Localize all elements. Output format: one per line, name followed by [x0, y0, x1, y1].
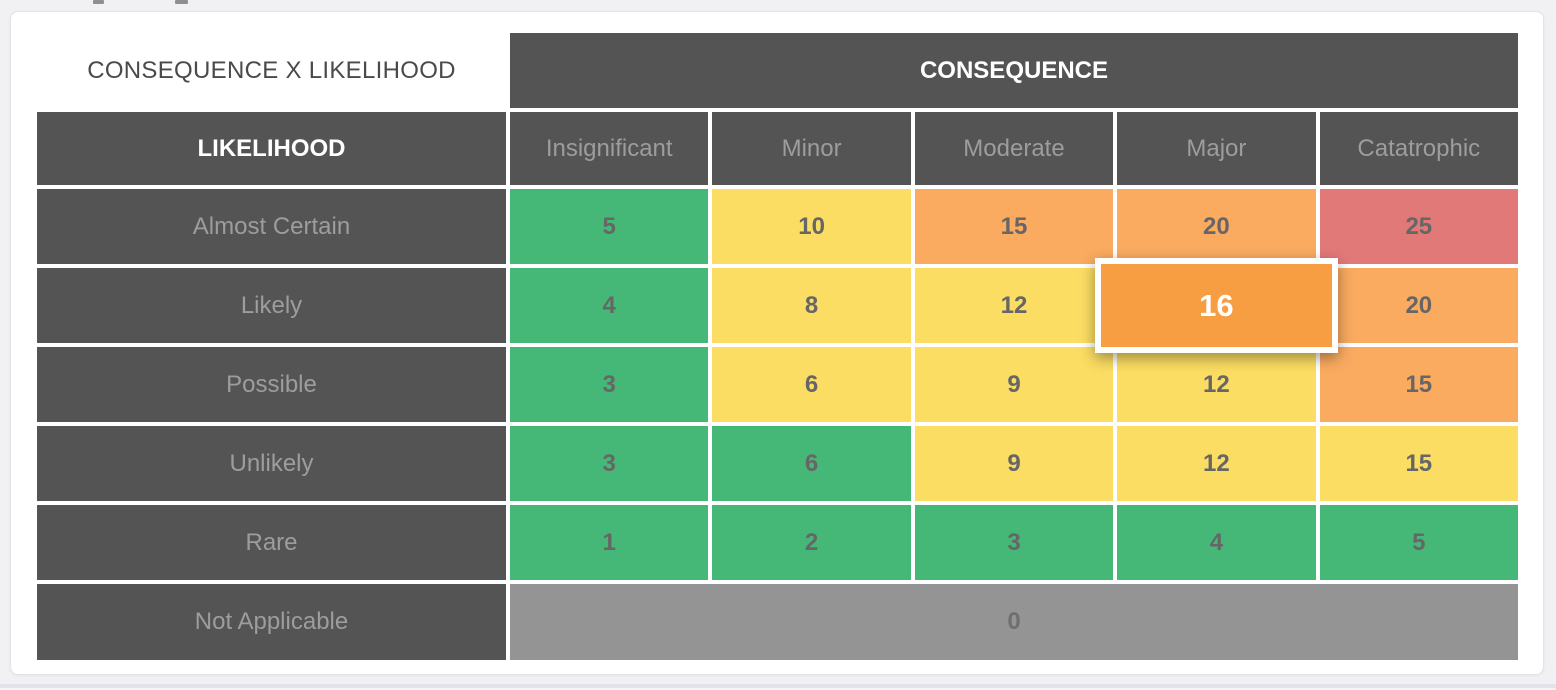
matrix-cell[interactable]: 12 — [1117, 426, 1316, 501]
matrix-cell[interactable]: 6 — [712, 426, 911, 501]
matrix-cell[interactable]: 12 — [914, 268, 1114, 343]
matrix-cell[interactable]: 8 — [712, 268, 911, 343]
row-label-possible: Possible — [37, 347, 506, 422]
cropped-text-artifact — [93, 0, 104, 4]
risk-matrix-table: CONSEQUENCE X LIKELIHOOD CONSEQUENCE LIK… — [37, 33, 1518, 660]
matrix-cell[interactable]: 10 — [712, 189, 911, 264]
matrix-cell[interactable]: 3 — [510, 426, 709, 501]
matrix-cell[interactable]: 15 — [1319, 347, 1518, 422]
matrix-cell-selected[interactable]: 16 — [1095, 258, 1338, 353]
matrix-cell[interactable]: 9 — [914, 426, 1114, 501]
risk-matrix-card: CONSEQUENCE X LIKELIHOOD CONSEQUENCE LIK… — [10, 11, 1544, 675]
next-card-surface — [0, 688, 1556, 690]
matrix-cell[interactable]: 6 — [712, 347, 911, 422]
matrix-cell[interactable]: 3 — [510, 347, 709, 422]
matrix-cell[interactable]: 25 — [1319, 189, 1518, 264]
matrix-cell[interactable]: 20 — [1117, 189, 1316, 264]
matrix-cell[interactable]: 12 — [1117, 347, 1316, 422]
column-header-minor: Minor — [712, 112, 911, 185]
row-label-not-applicable: Not Applicable — [37, 584, 506, 660]
row-label-almost-certain: Almost Certain — [37, 189, 506, 264]
matrix-cell[interactable]: 1 — [510, 505, 709, 580]
row-label-rare: Rare — [37, 505, 506, 580]
matrix-cell[interactable]: 4 — [510, 268, 709, 343]
column-header-insignificant: Insignificant — [510, 112, 709, 185]
matrix-cell[interactable]: 5 — [1319, 505, 1518, 580]
matrix-cell[interactable]: 20 — [1319, 268, 1518, 343]
selected-cell-overlay[interactable]: 16 — [1095, 258, 1338, 353]
column-header-major: Major — [1117, 112, 1316, 185]
likelihood-header: LIKELIHOOD — [37, 112, 506, 185]
matrix-cell[interactable]: 9 — [914, 347, 1114, 422]
matrix-cell[interactable]: 3 — [914, 505, 1114, 580]
matrix-cell[interactable]: 4 — [1117, 505, 1316, 580]
column-header-catatrophic: Catatrophic — [1319, 112, 1518, 185]
matrix-cell[interactable]: 15 — [1319, 426, 1518, 501]
row-label-likely: Likely — [37, 268, 506, 343]
matrix-cell[interactable]: 2 — [712, 505, 911, 580]
matrix-cell[interactable]: 5 — [510, 189, 709, 264]
matrix-cell-not-applicable[interactable]: 0 — [510, 584, 1518, 660]
column-header-moderate: Moderate — [914, 112, 1114, 185]
next-card-edge — [0, 684, 1556, 690]
matrix-title: CONSEQUENCE X LIKELIHOOD — [37, 33, 506, 108]
cropped-text-artifact — [175, 0, 188, 4]
matrix-cell[interactable]: 15 — [914, 189, 1114, 264]
consequence-header: CONSEQUENCE — [510, 33, 1518, 108]
row-label-unlikely: Unlikely — [37, 426, 506, 501]
